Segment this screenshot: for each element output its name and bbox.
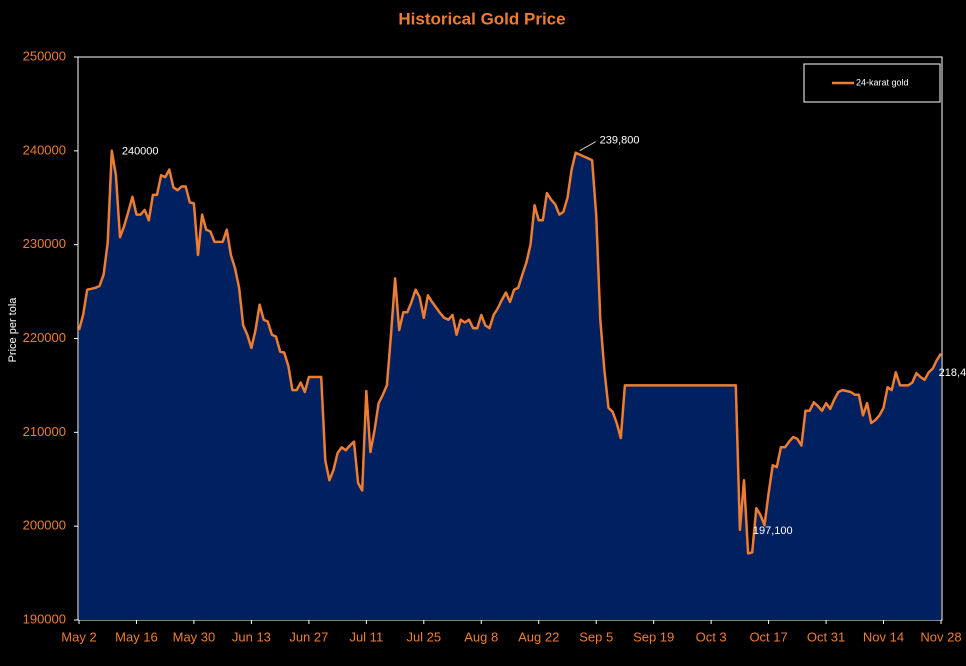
x-tick-label: Jul 11 <box>349 629 383 644</box>
leader-line <box>579 141 596 152</box>
y-tick-label: 190000 <box>23 611 66 626</box>
x-tick-label: Aug 8 <box>464 629 498 644</box>
x-tick-label: Jun 27 <box>289 629 328 644</box>
x-tick-label: Aug 22 <box>518 629 559 644</box>
area <box>79 150 941 621</box>
x-tick-label: Oct 31 <box>807 629 845 644</box>
y-tick-label: 240000 <box>23 142 66 157</box>
x-tick-label: Jun 13 <box>232 629 271 644</box>
x-tick-label: Oct 3 <box>696 629 727 644</box>
legend-box <box>803 63 941 103</box>
x-tick-label: May 16 <box>115 629 158 644</box>
x-tick-label: May 30 <box>173 629 216 644</box>
x-tick-label: Nov 28 <box>920 629 961 644</box>
line <box>77 149 943 555</box>
x-tick-label: Oct 17 <box>749 629 787 644</box>
x-tick-label: May 2 <box>61 629 96 644</box>
legend-label: 24-karat gold <box>856 77 909 87</box>
x-tick-label: Sep 19 <box>633 629 674 644</box>
y-tick-label: 220000 <box>23 330 66 345</box>
y-tick-label: 250000 <box>23 48 66 63</box>
y-tick-label: 210000 <box>23 424 66 439</box>
chart-title: Historical Gold Price <box>398 9 565 28</box>
x-tick-label: Jul 25 <box>406 629 441 644</box>
x-tick-label: Sep 5 <box>579 629 613 644</box>
y-tick-label: 200000 <box>23 518 66 533</box>
x-tick-label: Nov 14 <box>863 629 904 644</box>
data-label: 239,800 <box>600 135 640 147</box>
data-label: 197,100 <box>753 525 793 537</box>
data-label: 218,400 <box>939 367 966 379</box>
data-label: 240000 <box>122 146 159 158</box>
y-tick-label: 230000 <box>23 236 66 251</box>
y-axis-label: Price per tola <box>7 297 19 363</box>
